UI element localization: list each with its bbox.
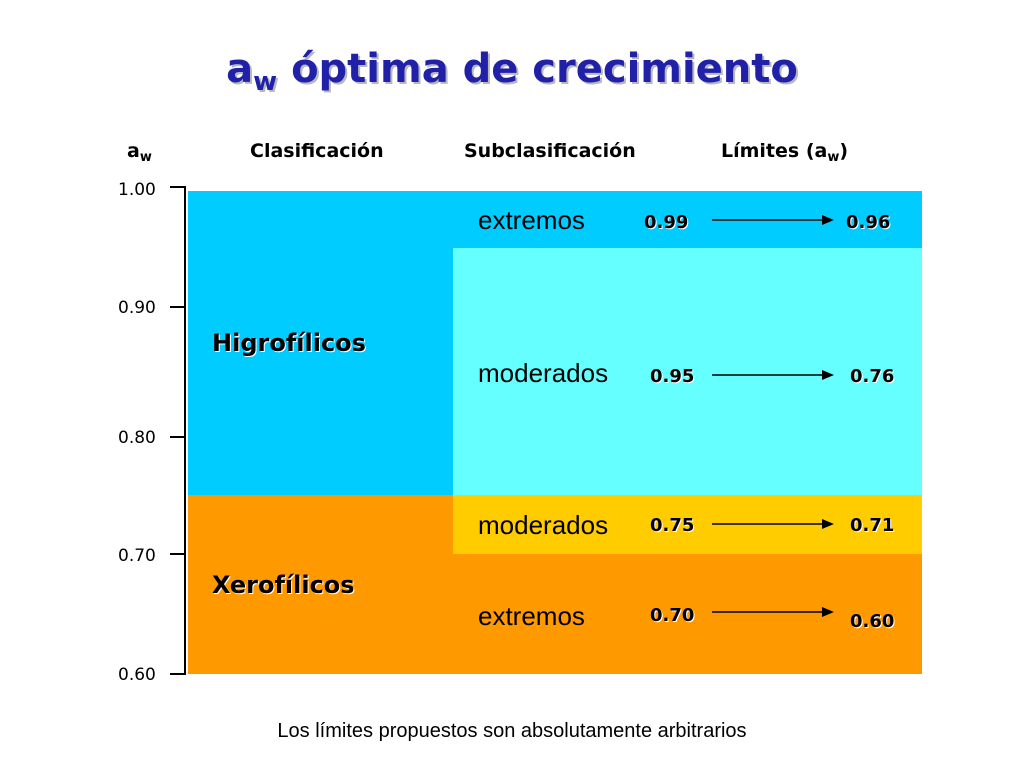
axis-tick-label: 0.70: [118, 546, 156, 566]
subclass-label: moderados: [478, 510, 609, 540]
limit-from-value: 0.70: [650, 605, 695, 626]
axis-tick-label: 0.90: [118, 298, 156, 318]
limit-arrow-icon: [712, 519, 834, 529]
axis-tick: [170, 673, 186, 675]
title-text: óptima de crecimiento: [277, 46, 798, 92]
title-symbol: a: [226, 46, 254, 92]
y-axis-line: [184, 186, 186, 675]
class-band-xerofilicos: [188, 495, 453, 674]
limit-arrow-icon: [712, 607, 834, 617]
header-subclasificacion: Subclasificación: [464, 140, 636, 162]
subclass-band-xerofilicos-extremos: [453, 554, 922, 674]
axis-tick: [170, 306, 186, 308]
header-aw-symbol: a: [127, 140, 140, 162]
header-limites-prefix: Límites (a: [721, 140, 828, 162]
limit-from-value: 0.75: [650, 515, 695, 536]
header-limites-subscript: w: [827, 150, 840, 165]
axis-tick-label: 0.80: [118, 428, 156, 448]
header-aw: aw: [127, 140, 152, 165]
axis-tick: [170, 553, 186, 555]
class-label-xerofilicos: Xerofílicos: [212, 571, 355, 599]
class-label-higrofilicos: Higrofílicos: [212, 329, 366, 357]
limit-to-value: 0.76: [850, 366, 895, 387]
limit-arrow-icon: [712, 215, 834, 225]
header-limites: Límites (aw): [721, 140, 848, 165]
footnote: Los límites propuestos son absolutamente…: [277, 720, 747, 742]
axis-tick-label: 1.00: [118, 180, 156, 200]
limit-to-value: 0.71: [850, 515, 895, 536]
axis-tick-label: 0.60: [118, 665, 156, 685]
limit-to-value: 0.96: [846, 212, 891, 233]
title-subscript: w: [253, 67, 278, 97]
limit-arrow-icon: [712, 370, 834, 380]
header-clasificacion: Clasificación: [250, 140, 384, 162]
class-band-higrofilicos: [188, 191, 453, 495]
subclass-label: extremos: [478, 205, 585, 235]
limit-from-value: 0.95: [650, 366, 695, 387]
subclass-label: moderados: [478, 358, 609, 388]
axis-tick: [170, 436, 186, 438]
axis-tick: [170, 186, 186, 188]
limit-to-value: 0.60: [850, 611, 895, 632]
subclass-band-higrofilicos-extremos: [453, 191, 922, 248]
limit-from-value: 0.99: [644, 212, 689, 233]
header-limites-suffix: ): [839, 140, 849, 162]
subclass-label: extremos: [478, 601, 585, 631]
subclass-band-higrofilicos-moderados: [453, 248, 922, 495]
subclass-band-xerofilicos-moderados: [453, 495, 922, 554]
page-title: aw óptima de crecimiento: [0, 46, 1024, 97]
header-aw-subscript: w: [139, 150, 152, 165]
